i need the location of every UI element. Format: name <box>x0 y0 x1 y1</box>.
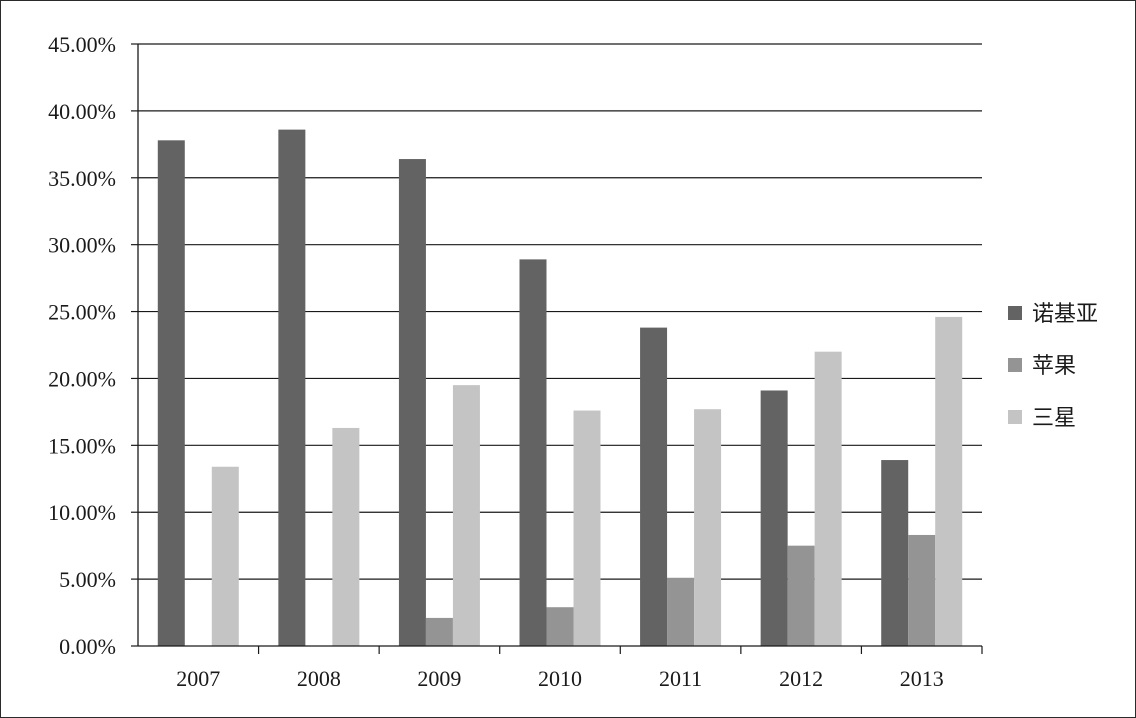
axes <box>131 43 983 654</box>
bar-2011-1 <box>667 577 695 646</box>
y-axis-ticks: 0.00% 5.00% 10.00% 15.00% 20.00% 25.00% 30.00%… <box>48 32 116 659</box>
y-tick-label: 25.00% <box>48 300 116 325</box>
bar-2009-1 <box>425 617 453 646</box>
bar-2013-0 <box>881 460 909 646</box>
y-tick-label: 5.00% <box>59 567 116 592</box>
bar-2007-2 <box>211 466 239 646</box>
bars <box>157 129 963 646</box>
y-tick-label: 0.00% <box>59 634 116 659</box>
gridlines <box>138 43 982 580</box>
y-tick-label: 45.00% <box>48 32 116 57</box>
y-tick-label: 15.00% <box>48 433 116 458</box>
legend-label: 苹果 <box>1032 354 1076 379</box>
y-tick-label: 10.00% <box>48 500 116 525</box>
x-tick-label: 2010 <box>538 666 582 691</box>
x-tick-label: 2012 <box>779 666 823 691</box>
legend-label: 诺基亚 <box>1032 302 1098 327</box>
bar-2008-2 <box>332 427 360 646</box>
x-tick-label: 2011 <box>659 666 702 691</box>
bar-2013-2 <box>935 316 963 646</box>
x-axis-ticks: 2007 2008 2009 2010 2011 2012 2013 <box>176 666 943 691</box>
y-tick-label: 20.00% <box>48 366 116 391</box>
bar-2009-2 <box>452 385 480 646</box>
bar-2013-1 <box>908 534 936 646</box>
bar-2010-1 <box>546 607 574 646</box>
bar-2011-0 <box>640 327 668 646</box>
legend-swatch <box>1008 410 1022 424</box>
x-tick-label: 2007 <box>176 666 220 691</box>
y-tick-label: 35.00% <box>48 166 116 191</box>
legend-label: 三星 <box>1032 406 1076 431</box>
bar-2008-0 <box>278 129 306 646</box>
bar-2011-2 <box>694 409 722 646</box>
bar-2009-0 <box>398 159 426 646</box>
x-tick-label: 2009 <box>417 666 461 691</box>
x-tick-label: 2008 <box>297 666 341 691</box>
y-tick-label: 40.00% <box>48 99 116 124</box>
bar-2012-2 <box>814 351 842 646</box>
bar-2010-2 <box>573 410 601 646</box>
bar-2007-0 <box>157 140 185 646</box>
bar-2010-0 <box>519 259 547 646</box>
y-tick-label: 30.00% <box>48 233 116 258</box>
x-tick-label: 2013 <box>900 666 944 691</box>
bar-2012-1 <box>787 545 815 646</box>
legend-swatch <box>1008 306 1022 320</box>
legend-swatch <box>1008 358 1022 372</box>
bar-2012-0 <box>760 390 788 646</box>
